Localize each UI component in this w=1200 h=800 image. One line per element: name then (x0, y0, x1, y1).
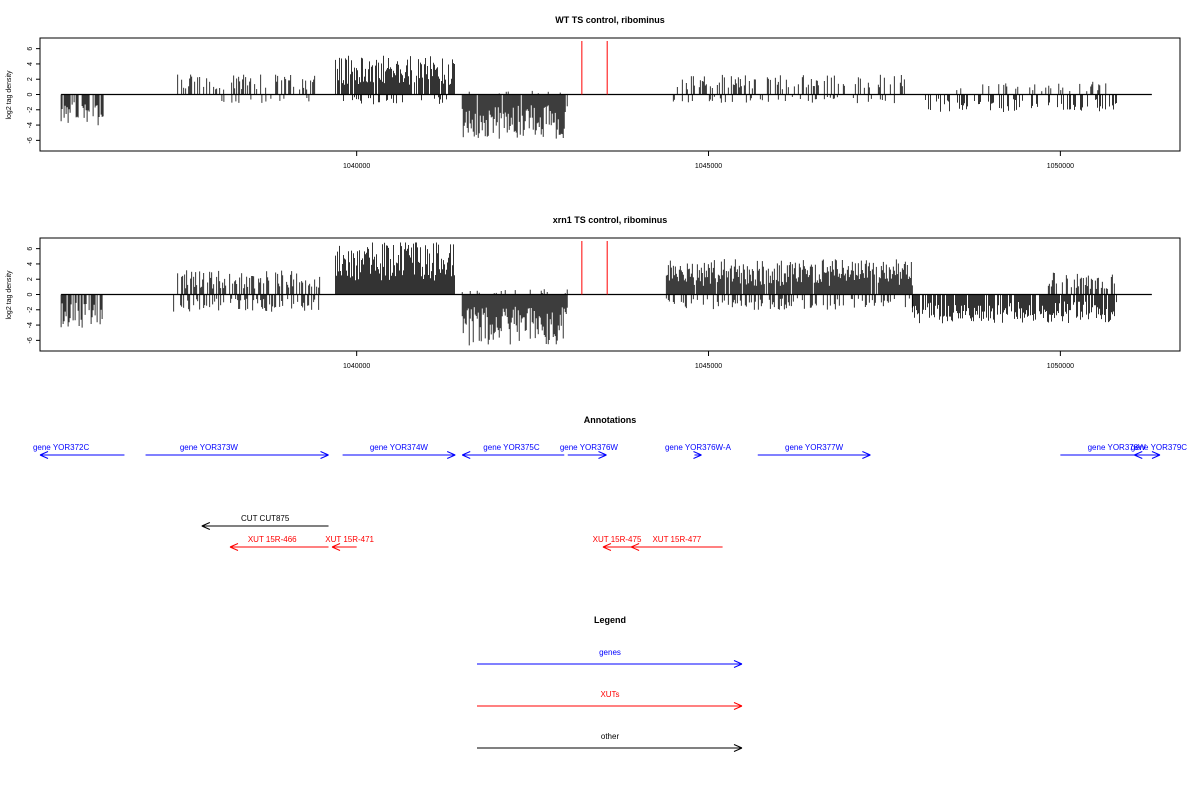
xrn1-density-panel: xrn1 TS control, ribominus log2 tag dens… (6, 215, 1181, 370)
legend-label: XUTs (600, 690, 619, 699)
gene-arrow: gene YOR372C (33, 443, 125, 459)
annotation-label: gene YOR373W (180, 443, 239, 452)
red-markers (581, 41, 608, 95)
y-tick-label: -4 (27, 122, 34, 128)
legend: Legend genes XUTs other (477, 615, 743, 752)
y-tick-label: 0 (27, 92, 34, 96)
y-tick-label: 0 (27, 292, 34, 296)
y-axis-label: log2 tag density (6, 70, 13, 120)
annotation-label: gene YOR378W (1088, 443, 1147, 452)
gene-arrow: gene YOR376W-A (665, 443, 732, 459)
x-tick-label: 1040000 (343, 163, 370, 170)
y-tick-label: 2 (27, 277, 34, 281)
x-tick-label: 1050000 (1047, 363, 1074, 370)
other-arrow: CUT CUT875 (201, 514, 329, 530)
y-tick-label: 6 (27, 47, 34, 51)
y-tick-label: -6 (27, 337, 34, 343)
red-markers (581, 241, 608, 295)
x-tick-label: 1045000 (695, 163, 722, 170)
y-tick-label: 4 (27, 262, 34, 266)
legend-label: genes (599, 648, 621, 657)
gene-arrow: gene YOR379C (1131, 443, 1188, 459)
y-tick-label: 2 (27, 77, 34, 81)
legend-title: Legend (594, 615, 626, 625)
x-axis: 1040000 1045000 1050000 (343, 351, 1074, 370)
gene-arrow: gene YOR375C (462, 443, 565, 459)
xut-arrow: XUT 15R-466 (229, 535, 329, 551)
x-tick-label: 1045000 (695, 363, 722, 370)
legend-item-genes: genes (477, 648, 743, 668)
annotation-label: XUT 15R-466 (248, 535, 297, 544)
annotation-label: gene YOR379C (1131, 443, 1188, 452)
gene-arrow: gene YOR373W (145, 443, 329, 459)
gene-arrow: gene YOR374W (342, 443, 456, 459)
x-tick-label: 1050000 (1047, 163, 1074, 170)
y-axis: 6 4 2 0 -2 -4 -6 (27, 47, 40, 143)
panel-title: xrn1 TS control, ribominus (553, 215, 668, 225)
legend-item-xuts: XUTs (477, 690, 743, 710)
y-tick-label: -2 (27, 107, 34, 113)
y-axis-label: log2 tag density (6, 270, 13, 320)
wt-density-panel: WT TS control, ribominus log2 tag densit… (6, 15, 1181, 170)
panel-title: WT TS control, ribominus (555, 15, 665, 25)
annotations-track: Annotations gene YOR372C gene YOR373W gene… (33, 415, 1187, 551)
y-tick-label: -4 (27, 322, 34, 328)
annotation-label: gene YOR376W-A (665, 443, 732, 452)
density-bars (60, 242, 1117, 346)
annotation-label: XUT 15R-477 (652, 535, 701, 544)
annotation-label: gene YOR376W (560, 443, 619, 452)
annotation-label: CUT CUT875 (241, 514, 290, 523)
xut-arrow: XUT 15R-471 (325, 535, 375, 551)
gene-arrow: gene YOR376W (560, 443, 619, 459)
gene-arrow: gene YOR377W (757, 443, 871, 459)
annotation-label: gene YOR375C (483, 443, 540, 452)
x-axis: 1040000 1045000 1050000 (343, 151, 1074, 170)
annotation-label: XUT 15R-471 (325, 535, 374, 544)
x-tick-label: 1040000 (343, 363, 370, 370)
annotations-title: Annotations (584, 415, 637, 425)
y-tick-label: 4 (27, 62, 34, 66)
annotation-label: XUT 15R-475 (593, 535, 642, 544)
xut-arrow: XUT 15R-475 (593, 535, 642, 551)
annotation-label: gene YOR372C (33, 443, 90, 452)
y-tick-label: -6 (27, 137, 34, 143)
annotation-label: gene YOR374W (370, 443, 429, 452)
y-tick-label: 6 (27, 247, 34, 251)
annotation-label: gene YOR377W (785, 443, 844, 452)
xut-arrow: XUT 15R-477 (630, 535, 723, 551)
y-axis: 6 4 2 0 -2 -4 -6 (27, 247, 40, 343)
y-tick-label: -2 (27, 307, 34, 313)
legend-item-other: other (477, 732, 743, 752)
density-bars (60, 55, 1117, 139)
legend-label: other (601, 732, 620, 741)
